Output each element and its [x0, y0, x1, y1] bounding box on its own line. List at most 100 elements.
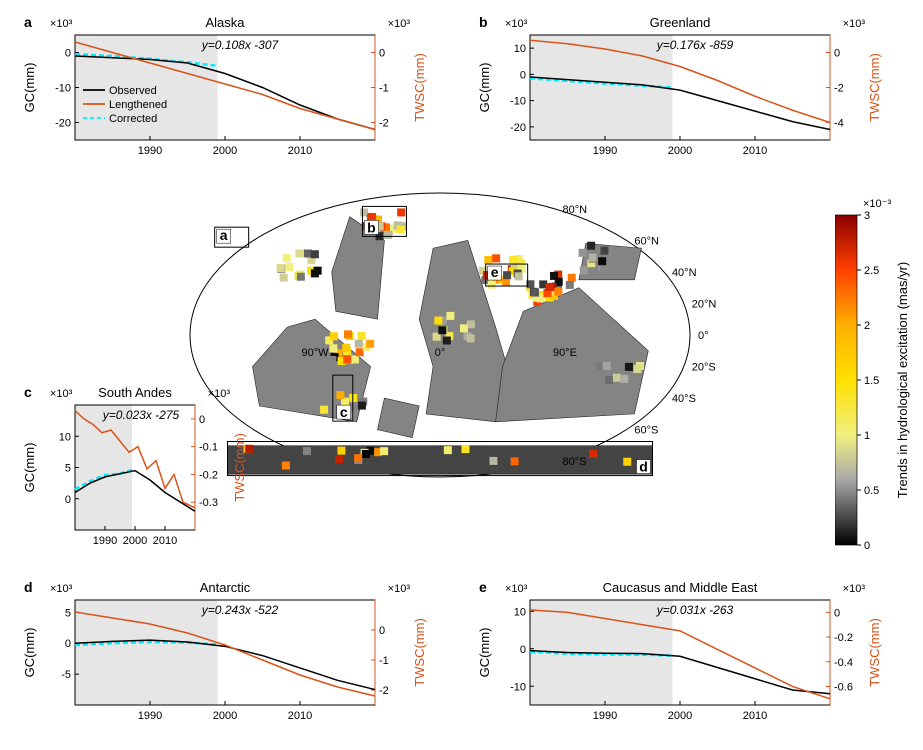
- panel-a: -20-100-2-10199020002010a×10³×10³Alaskay…: [20, 10, 430, 165]
- svg-text:0: 0: [834, 48, 840, 60]
- svg-text:y=0.023x -275: y=0.023x -275: [102, 408, 180, 422]
- svg-text:2000: 2000: [123, 535, 147, 547]
- svg-text:0: 0: [864, 540, 870, 552]
- panel-b: -20-10010-4-20199020002010b×10³×10³Green…: [475, 10, 885, 165]
- svg-text:0: 0: [65, 638, 71, 650]
- svg-text:Corrected: Corrected: [109, 113, 157, 125]
- panel-c: 0 5 10 -0.3 -0.2 -0.1 0 1990 2000 2010 c ×10³ ×10³ So…: [20, 380, 250, 555]
- svg-text:10: 10: [514, 606, 526, 618]
- svg-text:TWSC(mm): TWSC(mm): [867, 618, 882, 687]
- svg-text:20°N: 20°N: [692, 298, 717, 310]
- svg-text:0: 0: [65, 494, 71, 506]
- svg-text:Alaska: Alaska: [205, 15, 245, 30]
- svg-text:90°W: 90°W: [301, 347, 329, 359]
- svg-text:a: a: [220, 227, 228, 243]
- svg-text:GC(mm): GC(mm): [477, 63, 492, 113]
- svg-text:d: d: [24, 579, 33, 595]
- svg-text:2: 2: [864, 320, 870, 332]
- svg-text:y=0.243x -522: y=0.243x -522: [201, 603, 279, 617]
- svg-text:b: b: [479, 14, 488, 30]
- svg-text:0: 0: [379, 625, 385, 637]
- svg-text:-0.6: -0.6: [834, 681, 853, 693]
- svg-text:×10³: ×10³: [843, 18, 866, 30]
- svg-text:-20: -20: [55, 118, 71, 130]
- svg-text:5: 5: [65, 463, 71, 475]
- svg-text:2010: 2010: [288, 710, 312, 722]
- svg-text:y=0.031x -263: y=0.031x -263: [656, 603, 734, 617]
- svg-text:0.5: 0.5: [864, 485, 879, 497]
- svg-text:40°S: 40°S: [672, 393, 696, 405]
- svg-text:-1: -1: [379, 83, 389, 95]
- svg-text:TWSC(mm): TWSC(mm): [412, 53, 427, 122]
- svg-text:TWSC(mm): TWSC(mm): [232, 433, 247, 502]
- svg-text:×10³: ×10³: [843, 583, 866, 595]
- svg-text:0: 0: [199, 414, 205, 426]
- svg-text:×10³: ×10³: [50, 388, 73, 400]
- svg-text:a: a: [24, 14, 32, 30]
- svg-text:c: c: [340, 404, 348, 420]
- svg-text:1990: 1990: [593, 710, 617, 722]
- svg-text:2000: 2000: [213, 710, 237, 722]
- svg-text:20°S: 20°S: [692, 362, 716, 374]
- panel-e: -10010-0.6-0.4-0.20199020002010e×10³×10³…: [475, 575, 885, 730]
- world-map: 80°N60°N40°N20°N0°20°S40°S60°S80°S90°W0°…: [170, 175, 790, 495]
- svg-text:1.5: 1.5: [864, 375, 879, 387]
- svg-text:y=0.108x -307: y=0.108x -307: [201, 38, 280, 52]
- svg-text:10: 10: [514, 43, 526, 55]
- svg-text:GC(mm): GC(mm): [22, 628, 37, 678]
- svg-text:c: c: [24, 384, 32, 400]
- svg-text:-0.2: -0.2: [199, 469, 218, 481]
- svg-text:1990: 1990: [93, 535, 117, 547]
- svg-text:×10⁻³: ×10⁻³: [863, 198, 891, 210]
- svg-text:40°N: 40°N: [672, 267, 697, 279]
- svg-text:e: e: [491, 264, 499, 280]
- svg-text:×10³: ×10³: [388, 18, 411, 30]
- svg-text:×10³: ×10³: [505, 583, 528, 595]
- svg-text:2000: 2000: [668, 710, 692, 722]
- svg-text:-20: -20: [510, 122, 526, 134]
- svg-text:-10: -10: [510, 681, 526, 693]
- svg-text:1990: 1990: [138, 710, 162, 722]
- figure-root: -20-100-2-10199020002010a×10³×10³Alaskay…: [10, 10, 913, 740]
- svg-text:GC(mm): GC(mm): [22, 63, 37, 113]
- svg-text:1990: 1990: [593, 145, 617, 157]
- svg-text:Lengthened: Lengthened: [109, 99, 167, 111]
- svg-text:2000: 2000: [213, 145, 237, 157]
- svg-text:-10: -10: [510, 96, 526, 108]
- svg-text:×10³: ×10³: [388, 583, 411, 595]
- svg-text:2000: 2000: [668, 145, 692, 157]
- svg-text:×10³: ×10³: [50, 583, 73, 595]
- svg-text:-2: -2: [379, 118, 389, 130]
- svg-text:×10³: ×10³: [50, 18, 73, 30]
- svg-text:South Andes: South Andes: [98, 385, 172, 400]
- svg-text:-10: -10: [55, 83, 71, 95]
- svg-text:2010: 2010: [743, 145, 767, 157]
- svg-text:5: 5: [65, 607, 71, 619]
- svg-text:e: e: [479, 579, 487, 595]
- svg-text:3: 3: [864, 210, 870, 222]
- svg-text:Antarctic: Antarctic: [200, 580, 251, 595]
- svg-text:0: 0: [520, 644, 526, 656]
- svg-text:GC(mm): GC(mm): [477, 628, 492, 678]
- svg-text:1: 1: [864, 430, 870, 442]
- svg-text:2010: 2010: [743, 710, 767, 722]
- svg-text:-0.1: -0.1: [199, 442, 218, 454]
- svg-text:d: d: [639, 459, 648, 475]
- svg-text:-0.3: -0.3: [199, 497, 218, 509]
- svg-text:b: b: [367, 219, 376, 235]
- svg-text:Observed: Observed: [109, 85, 157, 97]
- svg-text:-2: -2: [834, 83, 844, 95]
- svg-text:0: 0: [379, 48, 385, 60]
- svg-text:y=0.176x -859: y=0.176x -859: [656, 38, 734, 52]
- svg-text:Greenland: Greenland: [650, 15, 711, 30]
- svg-text:Trends in hydrological excitat: Trends in hydrological excitation (mas/y…: [895, 262, 910, 499]
- svg-text:10: 10: [59, 431, 71, 443]
- svg-text:Caucasus and Middle East: Caucasus and Middle East: [603, 580, 758, 595]
- svg-text:2.5: 2.5: [864, 265, 879, 277]
- svg-text:0°: 0°: [698, 330, 709, 342]
- svg-text:TWSC(mm): TWSC(mm): [867, 53, 882, 122]
- svg-text:80°S: 80°S: [563, 456, 587, 468]
- svg-text:×10³: ×10³: [208, 388, 231, 400]
- svg-text:2010: 2010: [153, 535, 177, 547]
- svg-text:-1: -1: [379, 655, 389, 667]
